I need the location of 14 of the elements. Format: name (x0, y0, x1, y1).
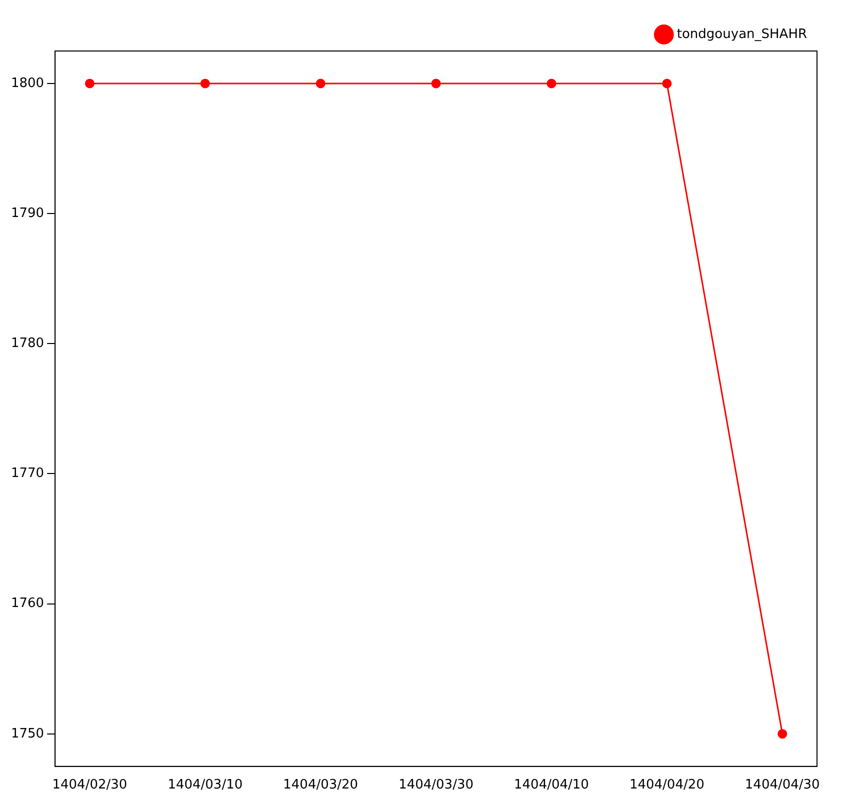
y-tick-label: 1790 (10, 206, 44, 221)
x-tick-label: 1404/04/30 (744, 778, 820, 793)
x-tick-label: 1404/04/10 (514, 778, 589, 793)
y-tick-label: 1750 (10, 726, 44, 742)
x-tick-label: 1404/03/30 (398, 778, 474, 793)
y-tick-label: 1800 (10, 76, 44, 91)
y-tick-label: 1770 (10, 466, 44, 482)
y-tick-label: 1780 (10, 336, 44, 352)
legend-label: tondgouyan_SHAHR (676, 26, 808, 42)
x-tick-label: 1404/04/20 (629, 778, 704, 793)
x-tick-label: 1404/02/30 (52, 778, 128, 793)
x-tick-label: 1404/03/20 (283, 778, 358, 793)
x-tick-label: 1404/03/10 (168, 778, 243, 793)
y-tick-label: 1760 (10, 596, 44, 612)
